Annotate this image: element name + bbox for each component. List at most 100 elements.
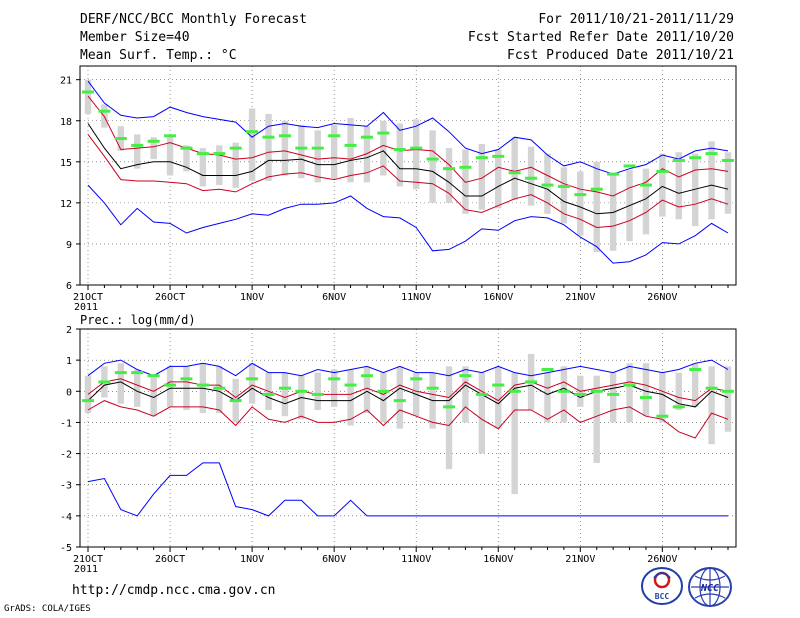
- ensemble-box: [577, 171, 584, 236]
- ensemble-box: [84, 375, 92, 414]
- x-tick-label: 6NOV: [322, 292, 346, 303]
- grads-credit: GrADS: COLA/IGES: [4, 604, 91, 614]
- ensemble-box: [708, 366, 715, 445]
- ensemble-box: [298, 124, 305, 179]
- ensemble-box: [642, 168, 650, 235]
- series-line-mean: [87, 381, 729, 408]
- ensemble-box: [691, 153, 699, 227]
- ensemble-box: [511, 137, 518, 201]
- x-tick-label: 16NOV: [483, 292, 513, 303]
- ensemble-box: [396, 123, 403, 187]
- ensemble-box: [544, 372, 551, 423]
- panel-title: Prec.: log(mm/d): [80, 313, 196, 327]
- y-tick-label: 1: [66, 356, 72, 367]
- ensemble-box: [330, 124, 338, 179]
- chart-title: DERF/NCC/BCC Monthly Forecast: [80, 12, 307, 27]
- temperature-panel: 6 9 12 15 18 21 21OCT 26OCT 1NOV 6NOV 11NOV 16NOV 21…: [60, 65, 737, 313]
- y-tick-label: 0: [66, 387, 72, 398]
- series-line-min: [87, 184, 729, 264]
- ensemble-box: [560, 366, 568, 423]
- bcc-logo: BCC: [641, 567, 683, 605]
- series-line-max: [87, 80, 729, 175]
- forecast-produced-date: Fcst Produced Date 2011/10/21: [507, 48, 734, 63]
- ensemble-box: [609, 372, 617, 423]
- ensemble-box: [248, 108, 256, 181]
- y-tick-label: 9: [66, 240, 72, 251]
- ensemble-box: [166, 366, 174, 407]
- ensemble-box: [281, 120, 289, 176]
- ensemble-box: [363, 126, 371, 183]
- year-label: 2011: [74, 302, 98, 313]
- ensemble-box: [724, 152, 732, 214]
- ensemble-box: [609, 172, 617, 251]
- x-tick-label: 21OCT: [73, 292, 103, 303]
- ensemble-box: [511, 372, 518, 495]
- ensemble-box: [314, 130, 321, 183]
- member-size: Member Size=40: [80, 30, 190, 45]
- ensemble-box: [150, 137, 157, 160]
- precipitation-panel: -5 -4 -3 -2 -1 0 1 2 21OCT 26OCT 1NOV 6NOV 11NOV 16NO…: [60, 313, 737, 575]
- ensemble-box: [478, 372, 486, 454]
- ensemble-box: [330, 369, 338, 407]
- ensemble-box: [281, 372, 289, 417]
- ensemble-box: [445, 148, 453, 203]
- ensemble-box: [380, 372, 387, 423]
- ensemble-box: [347, 118, 354, 183]
- x-tick-label: 26NOV: [647, 292, 677, 303]
- ncc-logo-text: NCC: [700, 583, 719, 594]
- ensemble-box: [724, 366, 732, 432]
- x-tick-label: 26NOV: [647, 554, 677, 565]
- ensemble-box: [265, 113, 272, 181]
- ensemble-box: [363, 366, 371, 414]
- ensemble-box: [560, 167, 568, 224]
- ensemble-box: [478, 144, 486, 210]
- ensemble-box: [232, 142, 239, 188]
- bcc-logo-text: BCC: [655, 592, 670, 601]
- ensemble-box: [347, 369, 354, 426]
- plot-frame: [79, 328, 737, 548]
- x-tick-label: 1NOV: [240, 554, 264, 565]
- y-tick-label: -3: [60, 481, 72, 492]
- series-line-lower: [87, 134, 729, 229]
- ensemble-box: [413, 119, 420, 190]
- series-line-max: [87, 359, 729, 377]
- ensemble-box: [183, 145, 190, 172]
- ensemble-box: [675, 152, 682, 220]
- series-line-lower: [87, 400, 729, 439]
- y-tick-label: 15: [60, 158, 72, 169]
- series-line-min: [87, 462, 728, 517]
- footer-url[interactable]: http://cmdp.ncc.cma.gov.cn: [72, 583, 276, 598]
- ensemble-box: [691, 363, 699, 407]
- y-tick-label: 21: [60, 76, 72, 87]
- ensemble-box: [117, 363, 125, 404]
- ensemble-box: [527, 146, 535, 206]
- x-tick-label: 21OCT: [73, 554, 103, 565]
- year-label: 2011: [74, 564, 98, 575]
- ensemble-box: [462, 366, 469, 423]
- forecast-start-date: Fcst Started Refer Date 2011/10/20: [467, 30, 734, 45]
- variable-label: Mean Surf. Temp.: °C: [80, 48, 237, 63]
- ensemble-box: [593, 161, 600, 253]
- ensemble-box: [134, 369, 141, 407]
- ensemble-box: [675, 372, 682, 410]
- forecast-period: For 2011/10/21-2011/11/29: [538, 12, 734, 27]
- plot-frame: [79, 65, 737, 286]
- ensemble-box: [199, 148, 207, 187]
- ensemble-box: [708, 141, 715, 220]
- y-tick-label: -1: [60, 418, 72, 429]
- ensemble-box: [216, 145, 223, 186]
- x-tick-label: 11NOV: [401, 292, 431, 303]
- series-line-upper: [87, 95, 729, 197]
- ensemble-box: [380, 120, 387, 176]
- ensemble-box: [314, 372, 321, 410]
- ensemble-box: [396, 366, 403, 429]
- ensemble-box: [166, 135, 174, 176]
- x-tick-label: 21NOV: [565, 292, 595, 303]
- ensemble-box: [495, 149, 502, 209]
- y-tick-label: 18: [60, 117, 72, 128]
- ensemble-box: [248, 363, 256, 404]
- ensemble-box: [642, 363, 650, 417]
- ensemble-box: [495, 366, 502, 429]
- y-tick-label: -4: [60, 512, 72, 523]
- ensemble-box: [593, 375, 600, 463]
